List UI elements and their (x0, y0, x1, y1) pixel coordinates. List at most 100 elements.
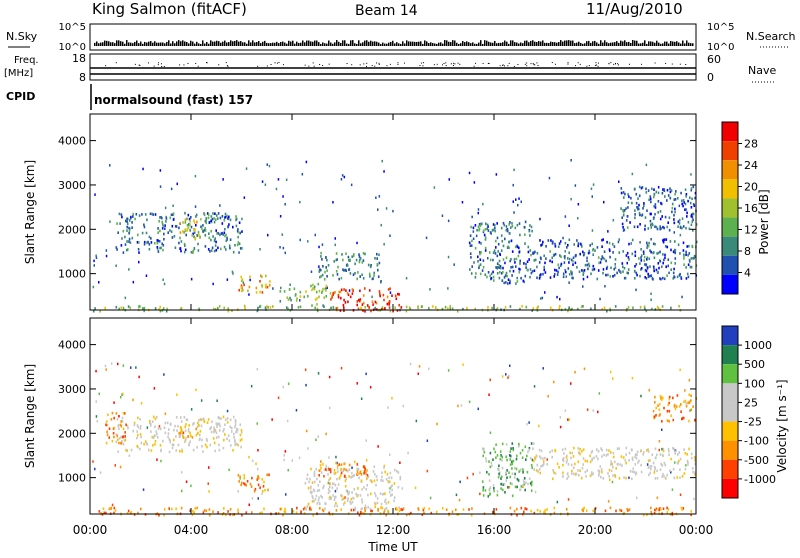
data-cell (387, 288, 390, 291)
data-cell (657, 307, 660, 310)
data-cell (383, 464, 386, 468)
data-cell (118, 437, 121, 440)
scatter-cell (142, 167, 144, 171)
data-cell (687, 263, 690, 266)
data-cell (635, 271, 638, 275)
data-cell (654, 401, 656, 404)
data-cell (590, 451, 593, 454)
data-cell (500, 249, 503, 252)
data-cell (455, 508, 457, 512)
data-cell (539, 471, 541, 475)
nsky-bar (370, 40, 372, 46)
nsky-bar (216, 40, 218, 46)
data-cell (508, 240, 511, 244)
data-cell (664, 463, 667, 467)
data-cell (447, 307, 449, 310)
freq-dot (436, 63, 438, 65)
data-cell (340, 508, 342, 511)
data-cell (243, 474, 245, 477)
data-cell (614, 460, 616, 464)
data-cell (358, 298, 360, 302)
data-cell (658, 508, 660, 512)
data-cell (536, 265, 538, 269)
scatter-cell (646, 463, 649, 466)
data-cell (687, 275, 690, 279)
data-cell (139, 305, 141, 308)
data-cell (502, 221, 505, 225)
data-cell (629, 221, 631, 224)
data-cell (240, 431, 243, 434)
data-cell (524, 488, 526, 492)
data-cell (678, 304, 680, 308)
freq-dot (226, 65, 228, 67)
data-cell (246, 480, 249, 483)
freq-dot (488, 62, 490, 64)
data-cell (213, 217, 215, 220)
scatter-cell (105, 254, 108, 258)
data-cell (204, 245, 207, 248)
data-cell (529, 268, 532, 271)
data-cell (210, 426, 213, 429)
freq-dot (586, 65, 588, 67)
nsky-bar (392, 40, 394, 46)
data-cell (325, 287, 327, 290)
data-cell (577, 460, 580, 464)
data-cell (640, 267, 643, 270)
data-cell (543, 265, 545, 269)
data-cell (564, 447, 567, 451)
data-cell (189, 219, 191, 223)
data-cell (540, 449, 543, 453)
data-cell (518, 222, 521, 225)
scatter-cell (277, 178, 280, 181)
nsky-bar (118, 40, 120, 46)
data-cell (350, 502, 352, 505)
data-cell (687, 463, 689, 466)
data-cell (345, 289, 347, 292)
data-cell (318, 268, 321, 271)
data-cell (184, 429, 187, 433)
data-cell (623, 209, 626, 212)
scatter-cell (460, 404, 463, 407)
data-cell (320, 467, 322, 470)
data-cell (314, 498, 317, 501)
data-cell (673, 198, 676, 201)
data-cell (482, 488, 484, 492)
data-cell (648, 473, 650, 477)
data-cell (214, 449, 216, 453)
scatter-cell (286, 419, 289, 423)
data-cell (365, 488, 368, 491)
data-cell (209, 427, 211, 430)
scatter-cell (377, 445, 379, 448)
scatter-cell (104, 364, 107, 368)
data-cell (647, 275, 650, 279)
scatter-cell (117, 362, 119, 366)
scatter-cell (93, 264, 95, 267)
scatter-cell (305, 383, 307, 387)
data-cell (643, 305, 646, 309)
data-cell (646, 266, 649, 269)
data-cell (344, 479, 347, 483)
data-cell (525, 266, 527, 269)
data-cell (335, 501, 337, 505)
data-cell (607, 453, 609, 456)
nsky-bar (412, 41, 414, 46)
nsky-bar (180, 41, 182, 46)
data-cell (179, 247, 182, 250)
data-cell (115, 440, 118, 444)
nsky-bar (442, 43, 444, 46)
data-cell (293, 287, 296, 291)
data-cell (608, 241, 611, 245)
data-cell (354, 272, 356, 275)
data-cell (181, 448, 183, 452)
colorbar-tick-label: 25 (744, 396, 758, 409)
data-cell (650, 250, 652, 254)
scatter-cell (365, 439, 367, 442)
data-cell (660, 202, 663, 206)
scatter-cell (611, 480, 614, 484)
nsky-bar (142, 43, 144, 46)
scatter-cell (577, 242, 580, 245)
data-cell (654, 206, 657, 209)
data-cell (657, 251, 660, 255)
scatter-cell (509, 364, 511, 367)
data-cell (509, 506, 512, 510)
